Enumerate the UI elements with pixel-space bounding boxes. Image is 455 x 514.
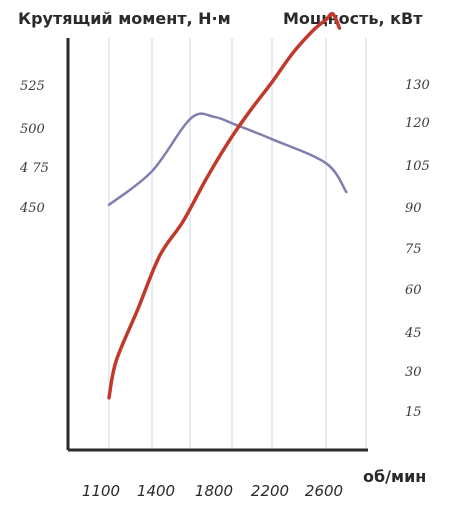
power-tick-4: 75 — [405, 242, 422, 257]
torque-tick-3: 450 — [19, 201, 45, 216]
rpm-tick-1100: 1100 — [82, 482, 120, 500]
torque-tick-2: 4 75 — [19, 161, 49, 176]
power-tick-labels: 130 120 105 90 75 60 45 30 15 — [404, 78, 430, 420]
power-axis-title: Мощность, кВт — [283, 9, 423, 28]
rpm-tick-labels: 1100 1400 1800 2200 2600 — [82, 482, 343, 500]
torque-tick-labels: 525 500 4 75 450 — [19, 79, 49, 216]
vertical-grid — [108, 38, 367, 450]
power-curve — [107, 11, 342, 400]
torque-axis-title: Крутящий момент, Н·м — [18, 9, 231, 28]
power-tick-1: 120 — [405, 116, 430, 131]
power-tick-5: 60 — [405, 283, 422, 298]
rpm-unit-label: об/мин — [363, 467, 426, 486]
rpm-tick-2600: 2600 — [305, 482, 343, 500]
power-tick-2: 105 — [405, 159, 430, 174]
torque-curve — [107, 112, 348, 207]
torque-tick-0: 525 — [20, 79, 45, 94]
rpm-tick-1800: 1800 — [195, 482, 233, 500]
power-tick-8: 15 — [405, 405, 422, 420]
power-tick-6: 45 — [404, 326, 422, 341]
rpm-tick-1400: 1400 — [137, 482, 175, 500]
power-tick-3: 90 — [405, 201, 422, 216]
torque-tick-1: 500 — [20, 122, 45, 137]
rpm-tick-2200: 2200 — [251, 482, 289, 500]
power-tick-7: 30 — [405, 365, 422, 380]
power-tick-0: 130 — [405, 78, 430, 93]
